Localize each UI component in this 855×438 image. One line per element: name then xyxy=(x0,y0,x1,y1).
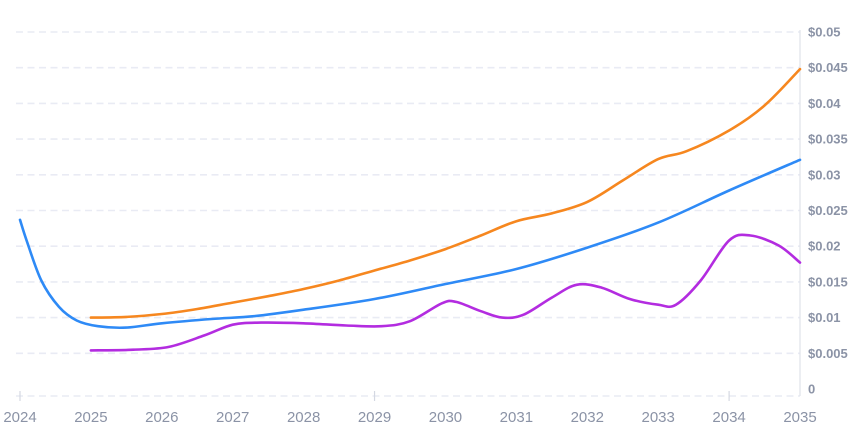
series-blue-line xyxy=(18,158,802,330)
y-tick-label: $0.02 xyxy=(808,239,841,254)
y-tick-label: $0.035 xyxy=(808,132,848,147)
y-tick-label: $0.025 xyxy=(808,203,848,218)
x-tick-label: 2035 xyxy=(783,409,816,426)
series-orange-line xyxy=(89,67,802,319)
y-tick-label: $0.03 xyxy=(808,167,841,182)
x-tick-label: 2030 xyxy=(429,409,462,426)
x-tick-label: 2027 xyxy=(216,409,249,426)
x-tick-label: 2024 xyxy=(3,409,36,426)
x-tick-label: 2034 xyxy=(712,409,745,426)
y-tick-label: $0.005 xyxy=(808,346,848,361)
x-tick-label: 2029 xyxy=(358,409,391,426)
x-tick-label: 2028 xyxy=(287,409,320,426)
series-purple-line xyxy=(89,233,802,352)
y-tick-label: $0.045 xyxy=(808,60,848,75)
y-tick-label: 0 xyxy=(808,382,815,397)
y-tick-label: $0.05 xyxy=(808,25,841,40)
x-tick-label: 2025 xyxy=(74,409,107,426)
y-tick-label: $0.04 xyxy=(808,96,841,111)
y-tick-label: $0.01 xyxy=(808,310,841,325)
x-tick-label: 2031 xyxy=(500,409,533,426)
x-tick-label: 2032 xyxy=(571,409,604,426)
y-tick-label: $0.015 xyxy=(808,274,848,289)
x-tick-label: 2033 xyxy=(641,409,674,426)
x-tick-label: 2026 xyxy=(145,409,178,426)
